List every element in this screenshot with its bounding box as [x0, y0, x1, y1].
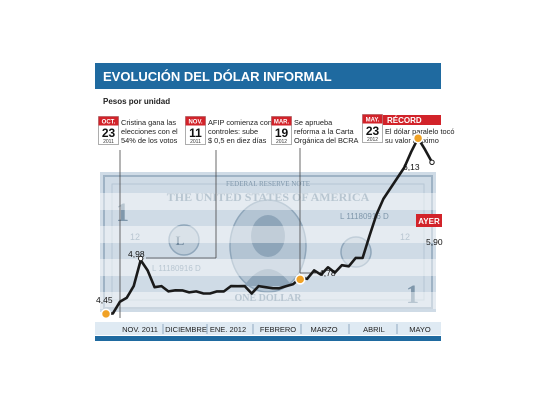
calendar-year: 2011: [103, 139, 114, 145]
x-tick-label: NOV. 2011: [122, 325, 158, 334]
point-marker-start: [100, 308, 112, 320]
calendar-month: MAY.: [366, 118, 380, 124]
chart-title: EVOLUCIÓN DEL DÓLAR INFORMAL: [103, 69, 332, 84]
calendar-day: 19: [275, 126, 289, 140]
calendar-header: [271, 116, 292, 126]
event-text-line: Se aprueba: [294, 118, 333, 127]
svg-text:12: 12: [130, 232, 140, 242]
x-tick-label: ABRIL: [363, 325, 385, 334]
point-marker-record: [412, 132, 424, 144]
calendar-day: 23: [366, 124, 380, 138]
point-marker-nov-peak: [138, 255, 144, 262]
event-text-line: $ 0,5 en diez días: [208, 136, 267, 145]
data-label-start: 4,45: [96, 295, 113, 305]
point-marker-march: [294, 274, 306, 285]
series-layer: [100, 132, 435, 320]
record-tag: [383, 115, 441, 125]
dollar-bill-illustration: FEDERAL RESERVE NOTE THE UNITED STATES O…: [100, 172, 436, 312]
calendar-year: 2011: [190, 139, 201, 145]
x-axis: NOV. 2011 DICIEMBRE ENE. 2012 FEBRERO MARZO A…: [122, 324, 431, 334]
x-tick-label: FEBRERO: [260, 325, 296, 334]
background-bands: [95, 193, 441, 309]
series-line: [105, 136, 434, 316]
x-tick-label: MAYO: [409, 325, 431, 334]
calendar-month: MAR.: [274, 120, 290, 126]
calendar-year: 2012: [367, 137, 378, 143]
event-text-line: Cristina gana las: [121, 118, 176, 127]
calendar-header: [185, 116, 206, 126]
ayer-label: AYER: [418, 217, 440, 226]
event-text-line: reforma a la Carta: [294, 127, 354, 136]
svg-text:L 11180916 D: L 11180916 D: [152, 264, 201, 273]
event-text-line: Orgánica del BCRA: [294, 136, 359, 145]
x-tick-label: MARZO: [310, 325, 337, 334]
event-text-line: controles: sube: [208, 127, 258, 136]
svg-text:L 11180916 D: L 11180916 D: [340, 212, 389, 221]
footer-bar: [95, 336, 441, 341]
event-text-line: AFIP comienza con: [208, 118, 272, 127]
data-label-yesterday: 5,90: [426, 237, 443, 247]
calendar-header: [362, 114, 383, 124]
chart-subtitle: Pesos por unidad: [103, 97, 170, 106]
calendar-day: 23: [102, 126, 116, 140]
calendar-header: [98, 116, 119, 126]
calendar-month: NOV.: [188, 120, 202, 126]
svg-text:1: 1: [116, 198, 129, 227]
event-text-line: 54% de los votos: [121, 136, 178, 145]
data-label-march: 4,78: [319, 268, 336, 278]
calendar-day: 11: [189, 126, 202, 140]
x-tick-label: DICIEMBRE: [165, 325, 207, 334]
svg-text:THE UNITED STATES OF AMERICA: THE UNITED STATES OF AMERICA: [167, 190, 370, 204]
annotation-connectors: [119, 142, 427, 318]
calendar-year: 2012: [276, 139, 287, 145]
point-marker-yesterday: [429, 159, 435, 166]
header-bar: [95, 63, 441, 89]
x-tick-label: ENE. 2012: [210, 325, 246, 334]
event-text-line: El dólar paralelo tocó: [385, 127, 454, 136]
data-label-nov-peak: 4,98: [128, 249, 145, 259]
svg-text:L: L: [176, 233, 185, 248]
calendar-month: OCT.: [102, 120, 116, 126]
svg-text:FEDERAL RESERVE NOTE: FEDERAL RESERVE NOTE: [226, 180, 310, 188]
event-text-line: elecciones con el: [121, 127, 178, 136]
data-labels: 4,45 4,98 4,78 6,13 5,90: [96, 162, 443, 305]
x-axis-bar: [95, 322, 441, 335]
data-label-record: 6,13: [403, 162, 420, 172]
event-text-line: su valor máximo: [385, 136, 439, 145]
svg-text:12: 12: [400, 232, 410, 242]
svg-text:1: 1: [406, 280, 419, 309]
record-tag-label: RÉCORD: [387, 116, 422, 125]
ayer-badge: [416, 214, 442, 227]
svg-text:ONE DOLLAR: ONE DOLLAR: [235, 293, 303, 304]
